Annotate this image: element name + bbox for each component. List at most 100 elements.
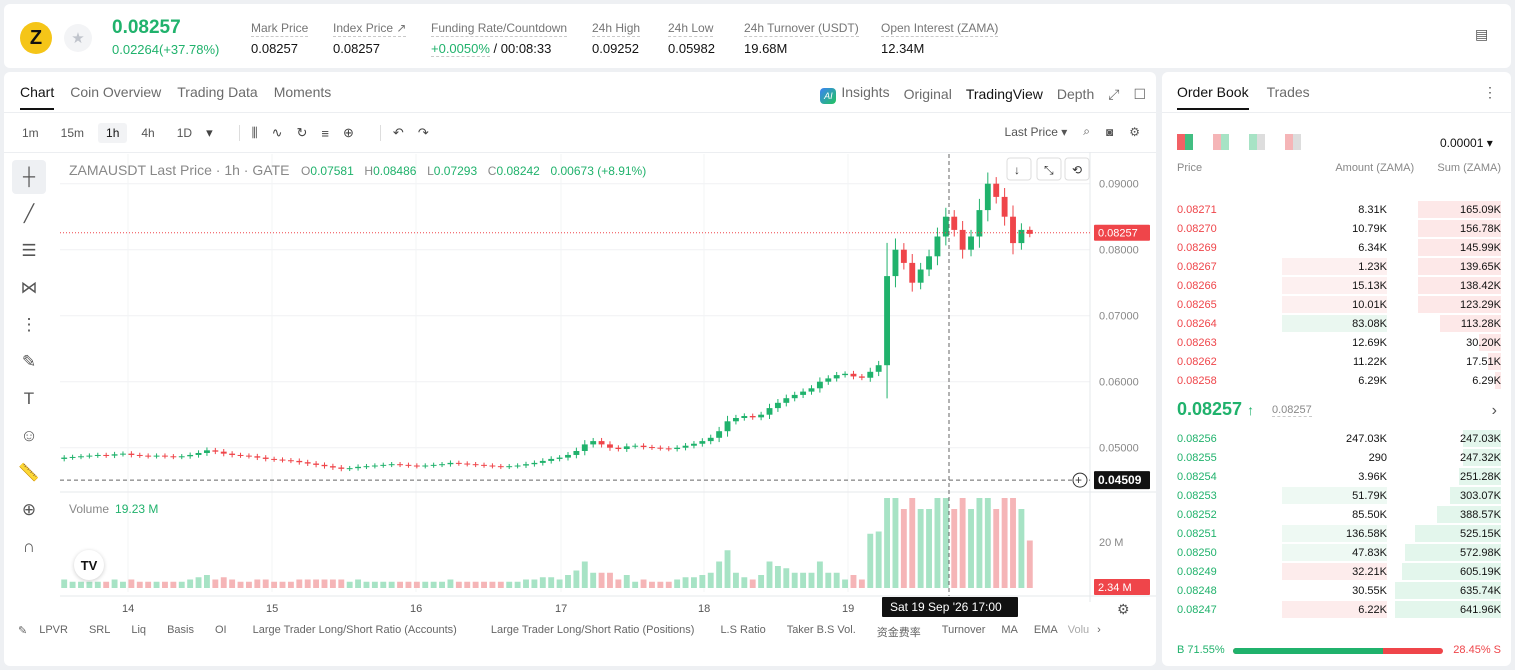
layout-both-icon[interactable]: [1177, 134, 1193, 150]
window-icon[interactable]: ☐: [1133, 85, 1146, 102]
indicator-taker-vol[interactable]: Taker B.S Vol.: [786, 624, 856, 636]
ruler-icon[interactable]: 📏: [18, 463, 40, 482]
more-menu-icon[interactable]: ⋮: [1483, 84, 1497, 100]
stat-funding-rate[interactable]: Funding Rate/Countdown +0.0050% / 00:08:…: [431, 19, 568, 57]
bid-row[interactable]: 0.08254 3.96K 251.28K: [1162, 467, 1511, 486]
chevron-down-icon[interactable]: ▾: [206, 125, 213, 140]
indicator-oi[interactable]: OI: [214, 624, 227, 636]
tab-trades[interactable]: Trades: [1266, 84, 1310, 100]
timeframe-1h[interactable]: 1h: [98, 123, 128, 143]
x-tick-label: 15: [266, 603, 278, 615]
view-original[interactable]: Original: [903, 86, 952, 102]
indicators-icon[interactable]: ∿: [271, 125, 283, 140]
magnet-icon[interactable]: ∩: [22, 537, 36, 556]
timeframe-1m[interactable]: 1m: [22, 126, 39, 140]
candlestick-chart[interactable]: 0.09000 0.08000 0.07000 0.06000 0.05000 14 15 1…: [4, 72, 1156, 666]
ask-row[interactable]: 0.08265 10.01K 123.29K: [1162, 295, 1511, 314]
indicator-liq[interactable]: Liq: [131, 624, 147, 636]
ask-row[interactable]: 0.08270 10.79K 156.78K: [1162, 219, 1511, 238]
pencil-icon[interactable]: ✎: [18, 625, 28, 637]
indicator-volume[interactable]: Volu: [1067, 624, 1090, 636]
candle-body: [649, 447, 655, 449]
bid-row[interactable]: 0.08253 51.79K 303.07K: [1162, 486, 1511, 505]
trendline-icon[interactable]: ╱: [23, 204, 35, 223]
text-tool-icon[interactable]: T: [23, 389, 35, 408]
tab-trading-data[interactable]: Trading Data: [177, 84, 258, 100]
templates-icon[interactable]: ≡: [321, 125, 329, 141]
price-type-select[interactable]: Last Price ▾: [1004, 124, 1068, 139]
tab-coin-overview[interactable]: Coin Overview: [70, 84, 162, 100]
add-indicator-icon[interactable]: ⊕: [343, 125, 354, 140]
horizontal-lines-icon[interactable]: ☰: [21, 241, 37, 260]
bid-row[interactable]: 0.08250 47.83K 572.98K: [1162, 543, 1511, 562]
timeframe-4h[interactable]: 4h: [141, 126, 155, 140]
bid-row[interactable]: 0.08255 290 247.32K: [1162, 448, 1511, 467]
chevron-right-icon[interactable]: ›: [1097, 624, 1101, 636]
tab-chart[interactable]: Chart: [20, 84, 55, 110]
fib-icon[interactable]: ⋮: [20, 315, 38, 334]
undo-icon[interactable]: ↶: [392, 125, 404, 140]
layout-asks-icon[interactable]: [1285, 134, 1301, 150]
precision-select[interactable]: 0.00001 ▾: [1440, 136, 1493, 150]
bid-row[interactable]: 0.08252 85.50K 388.57K: [1162, 505, 1511, 524]
indicator-lt-positions[interactable]: Large Trader Long/Short Ratio (Positions…: [490, 624, 695, 636]
view-depth[interactable]: Depth: [1056, 86, 1095, 102]
bid-row[interactable]: 0.08256 247.03K 247.03K: [1162, 429, 1511, 448]
bid-row[interactable]: 0.08249 32.21K 605.19K: [1162, 562, 1511, 581]
volume-bar: [791, 572, 798, 588]
view-tradingview[interactable]: TradingView: [965, 86, 1043, 102]
layout-bids-icon[interactable]: [1249, 134, 1265, 150]
volume-bar: [111, 579, 118, 588]
indicator-srl[interactable]: SRL: [88, 624, 111, 636]
indicator-turnover[interactable]: Turnover: [941, 624, 986, 636]
stat-index-price[interactable]: Index Price ↗ 0.08257: [333, 19, 407, 56]
indicator-basis[interactable]: Basis: [167, 624, 194, 636]
camera-icon[interactable]: ◙: [1105, 124, 1114, 139]
redo-icon[interactable]: ↷: [417, 125, 429, 140]
ask-row[interactable]: 0.08266 15.13K 138.42K: [1162, 276, 1511, 295]
view-insights[interactable]: AI Insights: [820, 84, 890, 104]
pattern-icon[interactable]: ⋈: [20, 278, 38, 297]
timeframe-1d[interactable]: 1D: [176, 126, 193, 140]
candle-type-icon[interactable]: ⫼: [251, 125, 258, 140]
tab-order-book[interactable]: Order Book: [1177, 84, 1249, 110]
indicator-ma[interactable]: MA: [1001, 624, 1018, 636]
ask-row[interactable]: 0.08269 6.34K 145.99K: [1162, 238, 1511, 257]
bid-row[interactable]: 0.08251 136.58K 525.15K: [1162, 524, 1511, 543]
bid-row[interactable]: 0.08248 30.55K 635.74K: [1162, 581, 1511, 600]
stat-mark-price[interactable]: Mark Price 0.08257: [251, 19, 309, 56]
ask-row[interactable]: 0.08258 6.29K 6.29K: [1162, 371, 1511, 390]
candle-body: [833, 375, 840, 379]
ask-row[interactable]: 0.08262 11.22K 17.51K: [1162, 352, 1511, 371]
order-sum: 138.42K: [1460, 280, 1501, 292]
tradingview-logo[interactable]: TV: [74, 550, 104, 580]
emoji-icon[interactable]: ☺: [20, 426, 38, 445]
tab-moments[interactable]: Moments: [273, 84, 332, 100]
layout-split-icon[interactable]: [1213, 134, 1229, 150]
chevron-right-icon[interactable]: ›: [1491, 402, 1497, 419]
indicator-funding-rate[interactable]: 资金费率: [876, 627, 921, 639]
ask-row[interactable]: 0.08264 83.08K 113.28K: [1162, 314, 1511, 333]
search-icon[interactable]: ⌕: [1083, 124, 1090, 138]
indicator-lpvr[interactable]: LPVR: [39, 624, 68, 636]
timeframe-15m[interactable]: 15m: [60, 126, 85, 140]
indicator-ls-ratio[interactable]: L.S Ratio: [720, 624, 766, 636]
candle-body: [598, 441, 605, 445]
replay-icon[interactable]: ↻: [296, 125, 308, 140]
mid-price[interactable]: 0.08257 ↑: [1177, 399, 1254, 420]
gear-icon[interactable]: ⚙: [1129, 124, 1140, 139]
zoom-in-icon[interactable]: ⊕: [21, 500, 37, 519]
ask-row[interactable]: 0.08267 1.23K 139.65K: [1162, 257, 1511, 276]
ask-row[interactable]: 0.08263 12.69K 30.20K: [1162, 333, 1511, 352]
indicator-ema[interactable]: EMA: [1033, 624, 1058, 636]
candle-body: [455, 462, 462, 464]
crosshair-icon[interactable]: ┼: [12, 160, 46, 194]
stat-24h-high: 24h High 0.09252: [592, 19, 641, 56]
brush-icon[interactable]: ✎: [21, 352, 37, 371]
favorite-star-icon[interactable]: ★: [64, 24, 92, 52]
indicator-lt-accounts[interactable]: Large Trader Long/Short Ratio (Accounts): [252, 624, 457, 636]
expand-icon[interactable]: ⤢: [1108, 85, 1120, 102]
notebook-icon[interactable]: ▤: [1475, 26, 1489, 42]
ask-row[interactable]: 0.08271 8.31K 165.09K: [1162, 200, 1511, 219]
bid-row[interactable]: 0.08247 6.22K 641.96K: [1162, 600, 1511, 619]
